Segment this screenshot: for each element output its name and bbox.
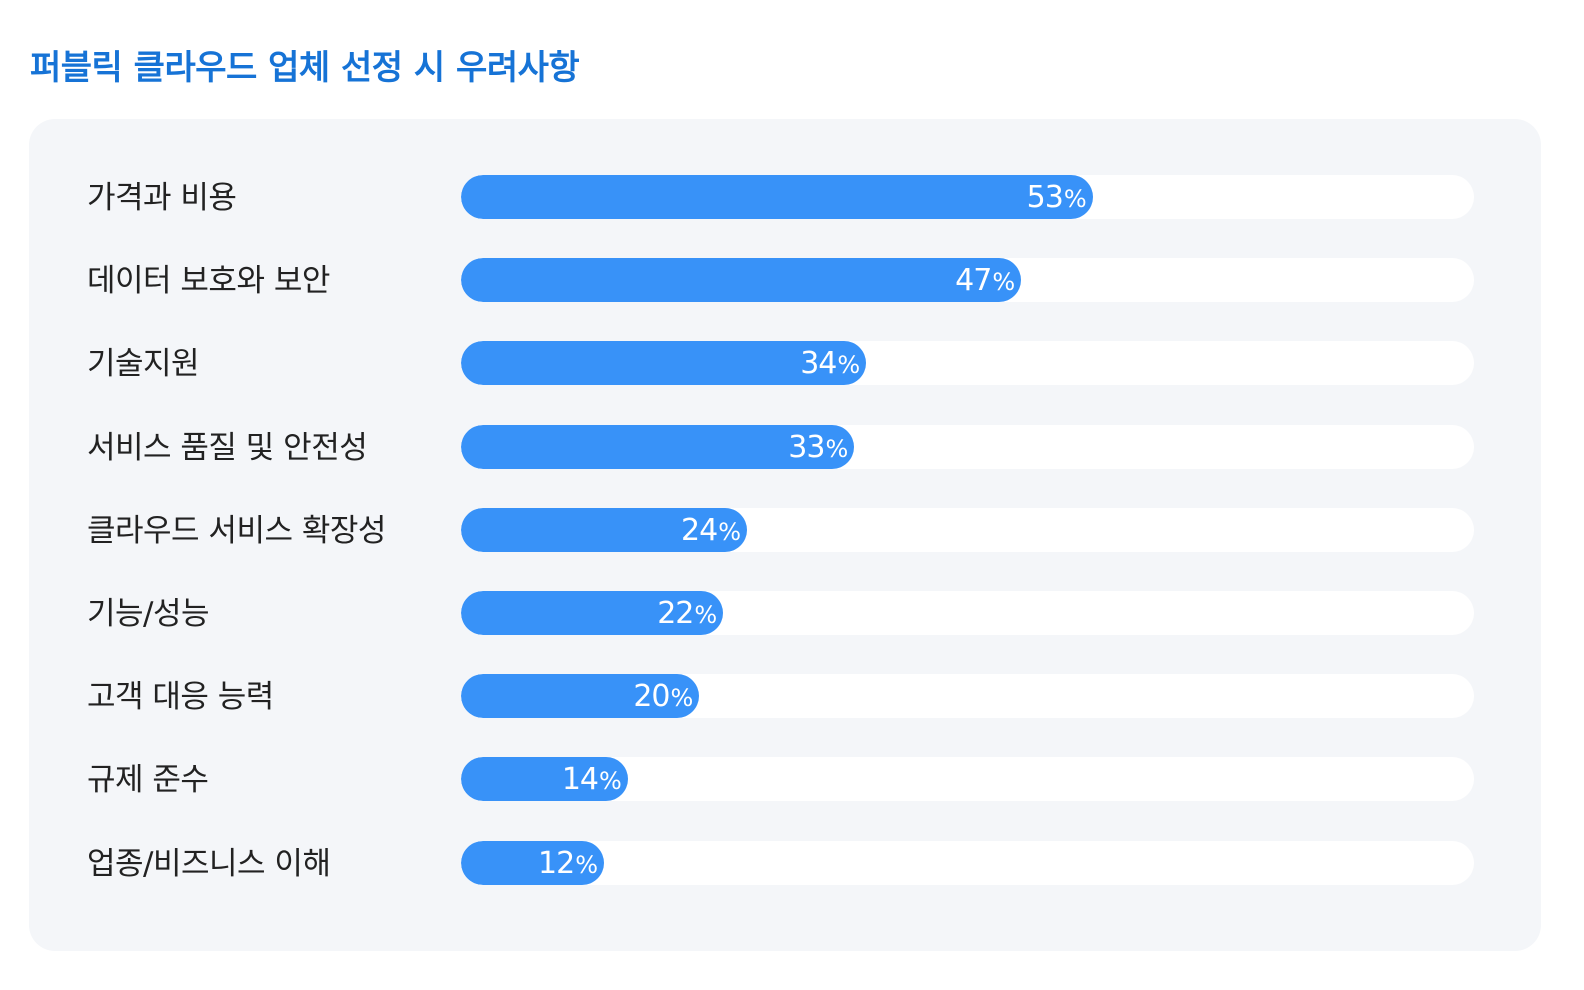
category-label: 데이터 보호와 보안 (87, 263, 330, 300)
bar-value-number: 20 (633, 679, 670, 715)
bar-track: 20% (461, 674, 1474, 719)
bar: 34% (461, 341, 867, 386)
bar-value-unit: % (694, 601, 717, 629)
category-label: 가격과 비용 (87, 180, 237, 216)
bar-value-number: 24 (681, 512, 718, 548)
bar-value-unit: % (670, 684, 694, 713)
bar: 20% (461, 674, 700, 719)
bar-row: 기능/성능 22% (29, 591, 1541, 637)
category-label: 기능/성능 (87, 596, 210, 632)
category-label: 클라우드 서비스 확장성 (87, 512, 386, 549)
bar-track: 34% (461, 341, 1474, 386)
bar: 53% (461, 175, 1093, 219)
bar-track: 33% (461, 424, 1474, 469)
bar-value-unit: % (837, 351, 860, 380)
bar: 24% (461, 507, 748, 552)
bar-value-label: 22% (657, 591, 717, 635)
category-label: 업종/비즈니스 이해 (87, 845, 331, 882)
bar-track: 24% (461, 507, 1474, 552)
bar-value-label: 47% (955, 258, 1015, 302)
bar: 12% (461, 840, 604, 885)
bar-value-number: 34 (800, 346, 837, 382)
bar-track: 12% (461, 840, 1474, 885)
bar-row: 기술지원 34% (29, 341, 1541, 387)
bar-track: 14% (461, 757, 1474, 802)
bar-track: 22% (461, 591, 1474, 635)
bar-value-unit: % (825, 434, 848, 463)
bar-row: 서비스 품질 및 안전성 33% (29, 424, 1541, 471)
category-label: 고객 대응 능력 (87, 679, 274, 716)
bar-value-number: 12 (538, 845, 575, 881)
bar-value-number: 47 (955, 263, 992, 299)
bar-row: 규제 준수 14% (29, 757, 1541, 803)
bar: 22% (461, 591, 724, 635)
bar-value-unit: % (992, 268, 1015, 297)
bar-row: 업종/비즈니스 이해 12% (29, 840, 1541, 887)
bar: 47% (461, 258, 1022, 303)
chart-title: 퍼블릭 클라우드 업체 선정 시 우려사항 (30, 48, 580, 88)
chart-panel: 가격과 비용 53% 데이터 보호와 보안 47% 기술지원 34% 서비스 품질 및 안전… (29, 119, 1541, 951)
bar-value-number: 53 (1026, 180, 1064, 215)
bar: 33% (461, 424, 855, 469)
bar-value-label: 34% (800, 341, 860, 385)
category-label: 서비스 품질 및 안전성 (87, 429, 368, 466)
bar-value-unit: % (718, 517, 741, 546)
bar-value-number: 22 (657, 596, 694, 631)
bar-row: 고객 대응 능력 20% (29, 674, 1541, 720)
bar-row: 클라우드 서비스 확장성 24% (29, 507, 1541, 554)
bar-value-number: 33 (788, 429, 825, 465)
bar-value-label: 20% (633, 674, 694, 718)
bar-value-label: 24% (681, 508, 741, 552)
bar-value-unit: % (1063, 185, 1087, 213)
bar-row: 가격과 비용 53% (29, 175, 1541, 221)
bar-track: 53% (461, 175, 1474, 219)
bar-value-number: 14 (561, 762, 599, 798)
bar-value-label: 12% (538, 841, 598, 885)
bar-value-label: 14% (561, 757, 622, 801)
bar-row: 데이터 보호와 보안 47% (29, 258, 1541, 304)
bar-value-unit: % (599, 767, 622, 796)
bar-value-unit: % (575, 850, 598, 879)
category-label: 규제 준수 (87, 762, 209, 799)
bar-value-label: 33% (788, 425, 848, 469)
category-label: 기술지원 (87, 346, 200, 383)
bar-value-label: 53% (1026, 175, 1087, 219)
bar-track: 47% (461, 258, 1474, 303)
bar: 14% (461, 757, 628, 802)
